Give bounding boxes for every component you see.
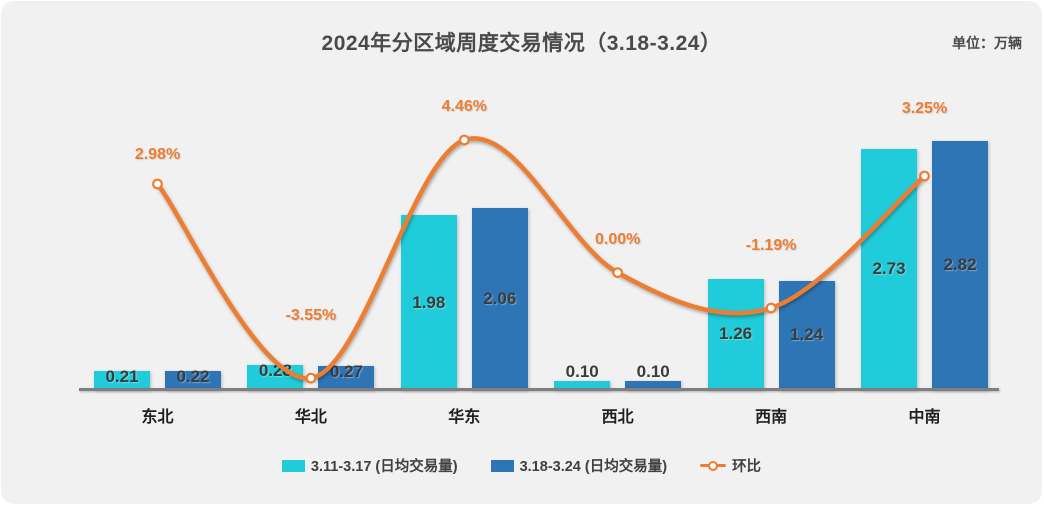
- line-marker-icon: [765, 302, 777, 314]
- bar-value-label: 0.21: [105, 367, 139, 387]
- bar-3.11-3.17 (日均交易量): [94, 371, 150, 390]
- ring-ratio-label: 2.98%: [134, 146, 181, 164]
- line-marker-icon: [152, 178, 163, 190]
- ring-ratio-label: -1.19%: [745, 236, 797, 254]
- ring-ratio-label: 0.00%: [595, 230, 641, 248]
- legend-item-ratio: 环比: [700, 455, 761, 476]
- bar-value-label: 1.98: [412, 292, 446, 312]
- category-label: 华北: [294, 409, 327, 426]
- bar-value-label: 1.26: [719, 324, 753, 344]
- line-marker-icon: [612, 267, 624, 279]
- bar-value-label: 2.06: [483, 289, 517, 309]
- legend-label-week1: 3.11-3.17 (日均交易量): [310, 459, 458, 475]
- bar-3.18-3.24 (日均交易量): [932, 140, 988, 390]
- ring-ratio-label: -3.55%: [285, 307, 337, 325]
- bar-value-label: 0.10: [565, 362, 599, 382]
- legend-item-week2: 3.18-3.24 (日均交易量): [490, 455, 668, 476]
- bar-3.11-3.17 (日均交易量): [554, 381, 611, 390]
- bar-value-label: 2.82: [943, 255, 977, 275]
- legend-swatch-week2: [490, 459, 514, 472]
- legend-swatch-week1: [281, 459, 305, 472]
- legend-item-week1: 3.11-3.17 (日均交易量): [281, 455, 458, 476]
- ring-ratio-label: 3.25%: [901, 100, 948, 117]
- bar-value-label: 2.73: [872, 259, 906, 279]
- category-label: 华东: [448, 409, 481, 426]
- x-axis-line: [79, 388, 999, 391]
- bar-3.18-3.24 (日均交易量): [625, 381, 682, 390]
- bar-value-label: 0.22: [176, 366, 210, 386]
- bar-value-label: 0.10: [636, 362, 670, 382]
- category-label: 西北: [601, 409, 634, 426]
- chart-title: 2024年分区域周度交易情况（3.18-3.24）: [321, 32, 722, 55]
- ring-ratio-label: 4.46%: [441, 98, 487, 116]
- legend: 3.11-3.17 (日均交易量) 3.18-3.24 (日均交易量) 环比: [1, 455, 1042, 476]
- legend-line-marker-icon: [700, 460, 727, 471]
- line-marker-icon: [919, 170, 930, 182]
- bar-value-label: 1.24: [790, 325, 824, 345]
- unit-label: 单位：万辆: [952, 35, 1022, 51]
- category-label: 中南: [908, 409, 941, 426]
- legend-label-week2: 3.18-3.24 (日均交易量): [519, 459, 668, 475]
- line-marker-icon: [458, 134, 470, 146]
- category-label: 西南: [755, 409, 788, 426]
- legend-label-ratio: 环比: [732, 459, 762, 475]
- category-label: 东北: [141, 409, 174, 426]
- bar-value-label: 0.28: [258, 361, 292, 381]
- bar-value-label: 0.27: [329, 362, 363, 382]
